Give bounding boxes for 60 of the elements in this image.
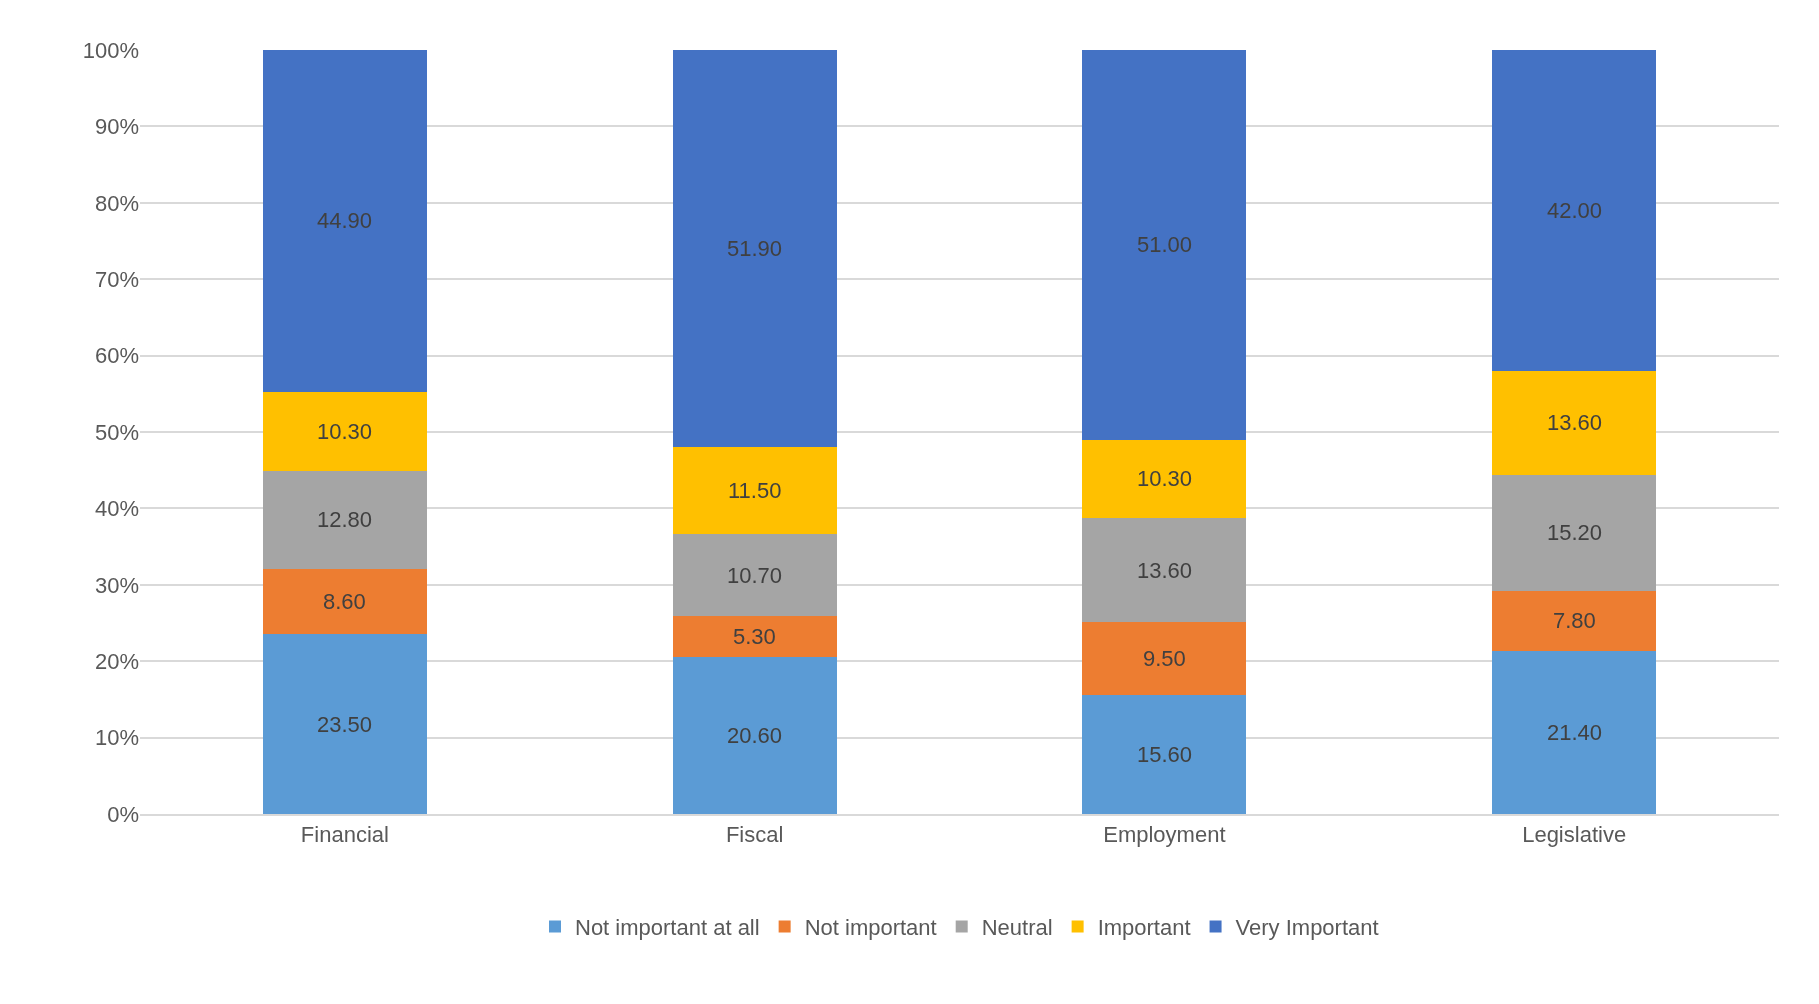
- bar: [262, 568, 427, 635]
- bar: [672, 616, 837, 657]
- data-label: 5.30: [733, 624, 776, 649]
- data-label: 7.80: [1553, 608, 1596, 633]
- bar: [262, 470, 427, 569]
- bar: [1082, 694, 1247, 814]
- data-label: 12.80: [317, 507, 373, 532]
- legend-label: Not important at all: [575, 915, 760, 941]
- data-label: 10.70: [727, 563, 783, 588]
- y-tick-label: 50%: [94, 419, 139, 445]
- bar: [262, 634, 427, 814]
- data-label: 51.90: [727, 236, 783, 261]
- legend-label: Not important: [804, 915, 937, 941]
- bar: [262, 392, 427, 471]
- data-label: 13.60: [1137, 558, 1193, 583]
- data-label: 42.00: [1547, 198, 1603, 223]
- data-label: 15.20: [1547, 520, 1603, 545]
- bar: [1492, 590, 1657, 651]
- bar: [1492, 650, 1657, 814]
- bar: [1082, 439, 1247, 519]
- data-label: 21.40: [1547, 720, 1603, 745]
- y-tick-label: 90%: [94, 114, 139, 140]
- x-tick-label: Employment: [1103, 822, 1226, 848]
- y-tick-label: 40%: [94, 496, 139, 522]
- data-label: 13.60: [1547, 410, 1603, 435]
- y-tick-label: 30%: [94, 572, 139, 598]
- data-label: 9.50: [1143, 646, 1186, 671]
- bar: [262, 50, 427, 393]
- y-tick-label: 60%: [94, 343, 139, 369]
- y-tick-label: 20%: [94, 648, 139, 674]
- x-tick-label: Financial: [300, 822, 389, 848]
- y-tick-label: 100%: [82, 37, 139, 63]
- data-label: 44.90: [317, 208, 373, 233]
- bar: [672, 656, 837, 814]
- bar: [672, 534, 837, 617]
- bar: [1082, 518, 1247, 623]
- bar: [1492, 474, 1657, 591]
- legend-label: Very Important: [1235, 915, 1379, 941]
- data-label: 20.60: [727, 723, 783, 748]
- legend-label: Neutral: [981, 915, 1053, 941]
- data-label: 10.30: [317, 419, 373, 444]
- y-tick-label: 10%: [94, 725, 139, 751]
- bar: [672, 50, 837, 447]
- x-tick-label: Legislative: [1522, 822, 1627, 848]
- data-label: 15.60: [1137, 742, 1193, 767]
- data-label: 10.30: [1137, 466, 1193, 491]
- y-tick-label: 80%: [94, 190, 139, 216]
- data-label: 11.50: [728, 478, 782, 503]
- bar: [672, 446, 837, 535]
- x-tick-label: Fiscal: [725, 822, 784, 848]
- legend-label: Important: [1097, 915, 1191, 941]
- bar: [1492, 50, 1657, 371]
- data-label: 23.50: [317, 712, 373, 737]
- data-label: 8.60: [323, 589, 366, 614]
- bar: [1082, 50, 1247, 440]
- bar: [1492, 370, 1657, 475]
- data-label: 51.00: [1137, 232, 1193, 257]
- bar: [1082, 622, 1247, 695]
- y-tick-label: 0%: [107, 801, 139, 827]
- y-tick-label: 70%: [94, 266, 139, 292]
